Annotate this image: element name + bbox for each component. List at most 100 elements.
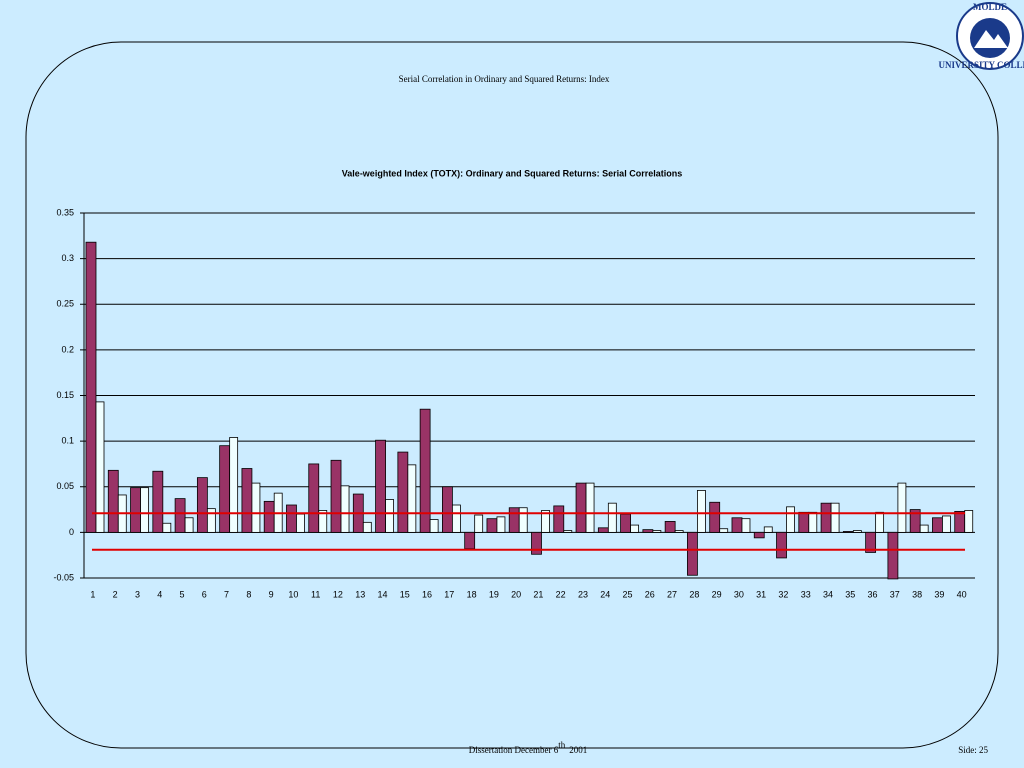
bar bbox=[875, 511, 885, 533]
x-tick-label: 12 bbox=[333, 589, 343, 599]
bar bbox=[607, 502, 617, 533]
x-tick-label: 19 bbox=[489, 589, 499, 599]
x-tick-label: 15 bbox=[400, 589, 410, 599]
x-tick-label: 26 bbox=[645, 589, 655, 599]
bar bbox=[152, 470, 164, 533]
bar bbox=[932, 517, 943, 533]
bar bbox=[162, 522, 172, 533]
bar bbox=[318, 510, 328, 533]
bar bbox=[174, 498, 186, 533]
bar bbox=[964, 510, 974, 533]
bar bbox=[786, 506, 795, 533]
bar bbox=[286, 504, 297, 533]
bar bbox=[441, 486, 453, 533]
bar bbox=[674, 530, 684, 533]
x-tick-label: 24 bbox=[600, 589, 610, 599]
bar bbox=[776, 531, 787, 559]
chart-title: Vale-weighted Index (TOTX): Ordinary and… bbox=[342, 168, 682, 178]
x-tick-label: 29 bbox=[712, 589, 722, 599]
footer-text: Dissertation December 6 bbox=[469, 745, 559, 755]
bar bbox=[385, 499, 394, 533]
bar bbox=[909, 509, 921, 533]
x-tick-label: 14 bbox=[377, 589, 387, 599]
slide-title: Serial Correlation in Ordinary and Squar… bbox=[399, 74, 610, 84]
bar bbox=[642, 529, 654, 533]
bar bbox=[474, 514, 484, 533]
bar bbox=[340, 485, 350, 533]
bar bbox=[741, 518, 751, 533]
y-tick-label: 0 bbox=[69, 527, 74, 537]
bar bbox=[820, 502, 832, 533]
bar bbox=[330, 459, 342, 533]
x-tick-label: 36 bbox=[868, 589, 878, 599]
bar bbox=[531, 531, 542, 555]
logo: MOLDE UNIVERSITY COLLEGE bbox=[939, 2, 1024, 70]
y-tick-label: 0.2 bbox=[61, 344, 74, 354]
frame bbox=[25, 41, 999, 749]
bar bbox=[496, 516, 506, 533]
x-tick-label: 25 bbox=[623, 589, 633, 599]
bar bbox=[630, 524, 639, 533]
y-tick-label: 0.05 bbox=[56, 481, 74, 491]
bar bbox=[553, 505, 565, 533]
x-tick-label: 22 bbox=[556, 589, 566, 599]
bar bbox=[518, 507, 528, 533]
y-tick-label: 0.35 bbox=[56, 207, 74, 217]
bar bbox=[251, 482, 261, 533]
bar bbox=[184, 517, 194, 533]
x-tick-label: 4 bbox=[157, 589, 162, 599]
bar bbox=[652, 530, 662, 533]
x-tick-label: 23 bbox=[578, 589, 588, 599]
bar bbox=[107, 469, 119, 533]
bar bbox=[954, 510, 966, 533]
bar bbox=[865, 531, 877, 553]
bar bbox=[85, 241, 97, 533]
x-tick-label: 20 bbox=[511, 589, 521, 599]
bar bbox=[842, 531, 854, 533]
bar bbox=[709, 501, 721, 533]
x-tick-label: 16 bbox=[422, 589, 432, 599]
bar bbox=[308, 463, 320, 533]
bar bbox=[206, 508, 216, 533]
x-tick-label: 5 bbox=[180, 589, 185, 599]
bar bbox=[830, 502, 840, 533]
x-tick-label: 3 bbox=[135, 589, 140, 599]
bar bbox=[263, 500, 275, 533]
y-tick-label: 0.1 bbox=[61, 436, 74, 446]
x-tick-label: 31 bbox=[756, 589, 766, 599]
bar bbox=[219, 445, 231, 533]
bar bbox=[798, 511, 810, 533]
bar bbox=[407, 464, 417, 533]
bar bbox=[140, 487, 149, 533]
x-tick-label: 33 bbox=[801, 589, 811, 599]
bar bbox=[753, 531, 765, 539]
bar bbox=[597, 527, 609, 533]
x-tick-label: 17 bbox=[444, 589, 454, 599]
bar bbox=[196, 477, 208, 533]
bar bbox=[585, 482, 595, 533]
x-tick-label: 10 bbox=[288, 589, 298, 599]
bar bbox=[451, 504, 461, 533]
x-tick-label: 11 bbox=[311, 589, 320, 599]
x-tick-label: 21 bbox=[533, 589, 543, 599]
x-tick-label: 28 bbox=[689, 589, 699, 599]
bar bbox=[541, 510, 550, 533]
x-tick-label: 7 bbox=[224, 589, 229, 599]
bar bbox=[942, 515, 951, 533]
bar bbox=[697, 489, 706, 533]
bar bbox=[808, 511, 818, 533]
bar bbox=[852, 530, 862, 533]
bar bbox=[897, 482, 907, 533]
footer-text: 2001 bbox=[569, 745, 587, 755]
footer-sup: th bbox=[558, 740, 566, 750]
x-tick-label: 2 bbox=[113, 589, 118, 599]
x-tick-label: 37 bbox=[890, 589, 900, 599]
x-tick-label: 39 bbox=[934, 589, 944, 599]
bar bbox=[375, 439, 386, 533]
x-tick-label: 38 bbox=[912, 589, 922, 599]
y-tick-label: -0.05 bbox=[53, 572, 74, 582]
bar bbox=[130, 487, 141, 533]
bar bbox=[508, 507, 520, 533]
